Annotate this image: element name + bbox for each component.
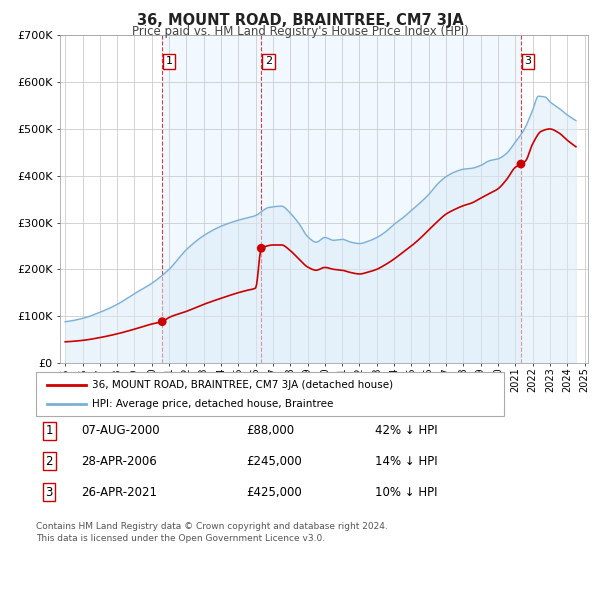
Text: 42% ↓ HPI: 42% ↓ HPI [375, 424, 437, 437]
Text: 3: 3 [524, 57, 532, 67]
Text: Contains HM Land Registry data © Crown copyright and database right 2024.
This d: Contains HM Land Registry data © Crown c… [36, 522, 388, 543]
Text: £245,000: £245,000 [246, 455, 302, 468]
Point [256, 244, 266, 253]
Bar [162, 35, 521, 363]
Text: £88,000: £88,000 [246, 424, 294, 437]
Text: £425,000: £425,000 [246, 486, 302, 499]
Text: 36, MOUNT ROAD, BRAINTREE, CM7 3JA (detached house): 36, MOUNT ROAD, BRAINTREE, CM7 3JA (deta… [92, 380, 393, 390]
Text: 3: 3 [46, 486, 53, 499]
Text: HPI: Average price, detached house, Braintree: HPI: Average price, detached house, Brai… [92, 399, 333, 408]
Point [157, 317, 167, 326]
Text: 07-AUG-2000: 07-AUG-2000 [81, 424, 160, 437]
Text: Price paid vs. HM Land Registry's House Price Index (HPI): Price paid vs. HM Land Registry's House … [131, 25, 469, 38]
Text: 1: 1 [166, 57, 173, 67]
Text: 2: 2 [46, 455, 53, 468]
Text: 28-APR-2006: 28-APR-2006 [81, 455, 157, 468]
Text: 1: 1 [46, 424, 53, 437]
Text: 10% ↓ HPI: 10% ↓ HPI [375, 486, 437, 499]
Text: 2: 2 [265, 57, 272, 67]
Text: 14% ↓ HPI: 14% ↓ HPI [375, 455, 437, 468]
Point [516, 159, 526, 169]
Text: 36, MOUNT ROAD, BRAINTREE, CM7 3JA: 36, MOUNT ROAD, BRAINTREE, CM7 3JA [137, 13, 463, 28]
Text: 26-APR-2021: 26-APR-2021 [81, 486, 157, 499]
